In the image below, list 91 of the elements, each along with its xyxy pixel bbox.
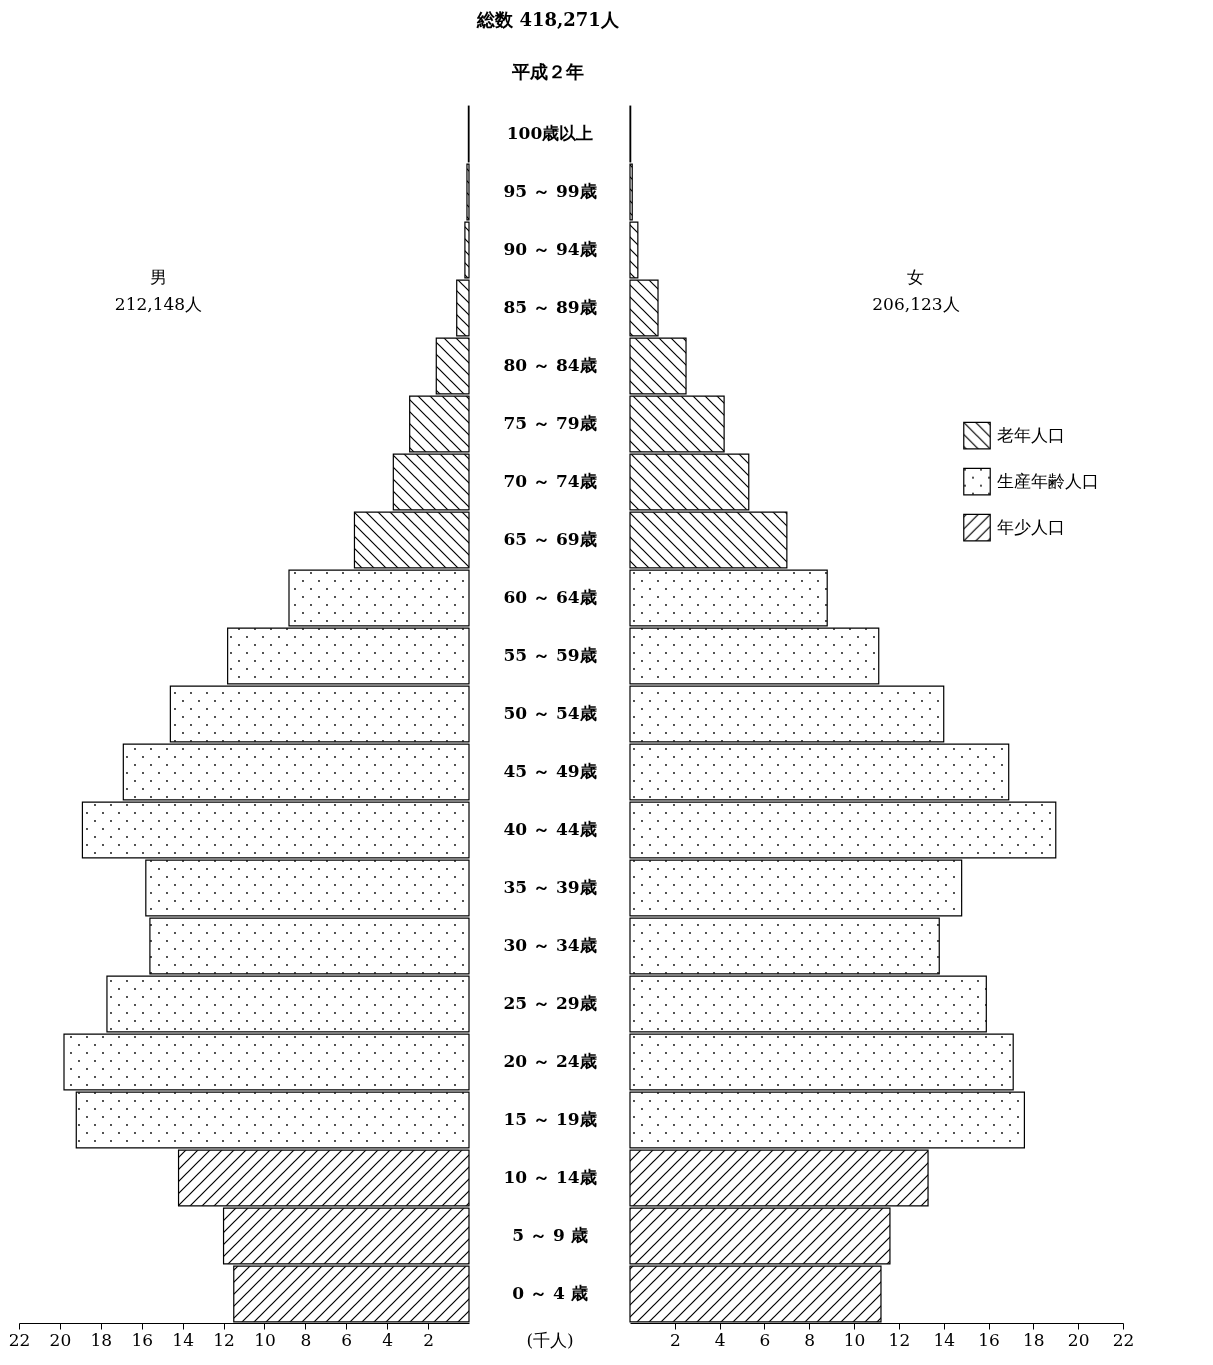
legend-label: 老年人口 bbox=[997, 424, 1065, 445]
bar bbox=[629, 511, 788, 569]
x-tick-label: 12 bbox=[888, 1329, 911, 1350]
x-tick-label: 10 bbox=[843, 1329, 866, 1350]
y-tick-label: 20 ～ 24歳 bbox=[503, 1051, 597, 1071]
x-tick-label: 14 bbox=[172, 1329, 194, 1350]
annotation: 女 bbox=[907, 267, 925, 287]
x-tick-label: 20 bbox=[49, 1329, 72, 1350]
x-tick-label: 4 bbox=[714, 1329, 726, 1350]
bar bbox=[629, 453, 750, 511]
bar bbox=[353, 511, 470, 569]
y-tick-label: 40 ～ 44歳 bbox=[503, 819, 597, 839]
x-tick-label: 6 bbox=[759, 1329, 771, 1350]
y-tick-label: 70 ～ 74歳 bbox=[503, 471, 597, 491]
bar bbox=[456, 279, 470, 337]
y-tick-label: 90 ～ 94歳 bbox=[503, 239, 597, 259]
bar bbox=[75, 1091, 470, 1149]
bar bbox=[629, 395, 725, 453]
bar bbox=[629, 975, 987, 1033]
x-tick-label: 8 bbox=[804, 1329, 816, 1350]
y-tick-label: 35 ～ 39歳 bbox=[503, 877, 597, 897]
x-axis-title: (千人) bbox=[526, 1329, 574, 1350]
bar bbox=[392, 453, 470, 511]
x-tick-label: 18 bbox=[90, 1329, 113, 1350]
annotation: 男 bbox=[150, 267, 167, 287]
x-tick-label: 2 bbox=[423, 1329, 434, 1350]
bar bbox=[629, 1207, 891, 1265]
y-tick-label: 60 ～ 64歳 bbox=[503, 587, 597, 607]
y-tick-label: 45 ～ 49歳 bbox=[503, 761, 597, 781]
bar bbox=[629, 1033, 1014, 1091]
x-tick-label: 6 bbox=[341, 1329, 353, 1350]
y-tick-label: 25 ～ 29歳 bbox=[503, 993, 597, 1013]
bar bbox=[629, 569, 828, 627]
legend-label: 生産年齢人口 bbox=[997, 470, 1099, 491]
y-tick-label: 30 ～ 34歳 bbox=[503, 935, 597, 955]
bar bbox=[409, 395, 470, 453]
x-tick-label: 2 bbox=[669, 1329, 681, 1350]
bar bbox=[177, 1149, 470, 1207]
bar bbox=[629, 801, 1057, 859]
bar bbox=[629, 917, 940, 975]
y-tick-label: 5 ～ 9 歳 bbox=[512, 1225, 588, 1245]
bar bbox=[629, 685, 945, 743]
x-tick-label: 8 bbox=[300, 1329, 312, 1350]
bar bbox=[466, 163, 470, 221]
bar bbox=[629, 859, 963, 917]
bar bbox=[629, 627, 880, 685]
y-tick-label: 95 ～ 99歳 bbox=[503, 181, 597, 201]
bar bbox=[629, 1149, 929, 1207]
bar bbox=[629, 163, 633, 221]
bar bbox=[464, 221, 470, 279]
x-tick-label: 22 bbox=[8, 1329, 31, 1350]
bar bbox=[629, 743, 1010, 801]
annotation: 212,148人 bbox=[114, 294, 203, 314]
y-tick-label: 85 ～ 89歳 bbox=[503, 297, 597, 317]
y-tick-label: 75 ～ 79歳 bbox=[503, 413, 597, 433]
y-tick-label: 50 ～ 54歳 bbox=[503, 703, 597, 723]
bar bbox=[288, 569, 470, 627]
bar bbox=[81, 801, 470, 859]
bar bbox=[227, 627, 470, 685]
text: 総数 418,271人 bbox=[475, 8, 620, 32]
bar bbox=[122, 743, 470, 801]
x-tick-label: 20 bbox=[1067, 1329, 1090, 1350]
annotation: 206,123人 bbox=[872, 294, 960, 314]
x-tick-label: 18 bbox=[1023, 1329, 1045, 1350]
text: 平成２年 bbox=[511, 60, 585, 84]
bar bbox=[629, 337, 687, 395]
x-tick-label: 16 bbox=[978, 1329, 1000, 1350]
y-tick-label: 10 ～ 14歳 bbox=[503, 1167, 597, 1187]
x-tick-label: 22 bbox=[1112, 1329, 1135, 1350]
x-tick-label: 12 bbox=[213, 1329, 235, 1350]
legend-label: 年少人口 bbox=[997, 516, 1065, 537]
y-tick-label: 55 ～ 59歳 bbox=[503, 645, 597, 665]
bar bbox=[629, 221, 639, 279]
bar bbox=[149, 917, 470, 975]
bar bbox=[435, 337, 470, 395]
x-tick-label: 4 bbox=[382, 1329, 394, 1350]
y-tick-label: 15 ～ 19歳 bbox=[503, 1109, 597, 1129]
bar bbox=[629, 279, 659, 337]
y-tick-label: 80 ～ 84歳 bbox=[503, 355, 597, 375]
y-tick-label: 65 ～ 69歳 bbox=[503, 529, 597, 549]
x-tick-label: 16 bbox=[131, 1329, 154, 1350]
x-tick-label: 14 bbox=[933, 1329, 956, 1350]
x-tick-label: 10 bbox=[254, 1329, 276, 1350]
bar bbox=[222, 1207, 470, 1265]
bar bbox=[106, 975, 470, 1033]
bar bbox=[145, 859, 470, 917]
bar bbox=[63, 1033, 470, 1091]
y-tick-label: 0 ～ 4 歳 bbox=[512, 1283, 588, 1303]
bar bbox=[629, 1091, 1025, 1149]
y-tick-label: 100歳以上 bbox=[506, 123, 594, 143]
bar bbox=[169, 685, 470, 743]
